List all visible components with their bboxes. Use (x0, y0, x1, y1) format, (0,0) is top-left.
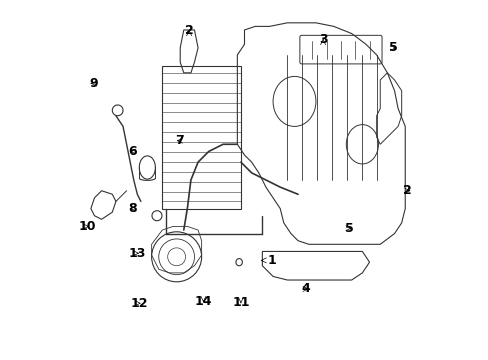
Text: 9: 9 (89, 77, 98, 90)
Text: 8: 8 (128, 202, 137, 215)
Text: 11: 11 (232, 296, 249, 309)
Text: 5: 5 (388, 41, 397, 54)
Text: 1: 1 (261, 254, 276, 267)
Bar (162, 66, 241, 208)
Text: 2: 2 (184, 24, 193, 37)
Text: 10: 10 (79, 220, 96, 233)
Text: 3: 3 (318, 33, 327, 46)
Text: 5: 5 (344, 222, 352, 235)
Text: 12: 12 (130, 297, 148, 310)
Text: 6: 6 (128, 145, 137, 158)
Text: 4: 4 (301, 283, 310, 296)
Text: 7: 7 (175, 134, 183, 147)
Text: 2: 2 (403, 184, 411, 197)
Text: 14: 14 (194, 295, 212, 308)
Text: 13: 13 (129, 247, 146, 260)
